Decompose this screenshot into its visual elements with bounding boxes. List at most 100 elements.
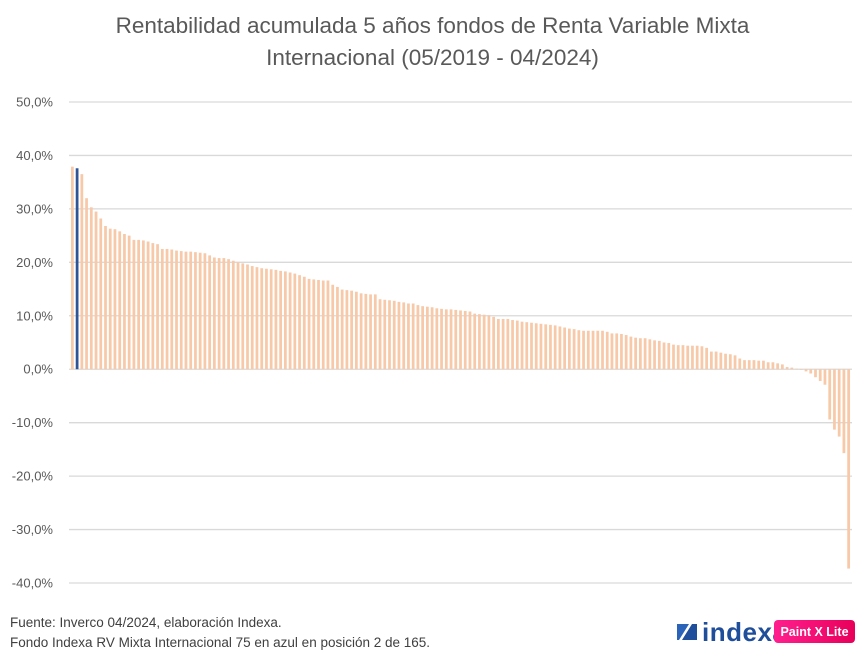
bar — [317, 279, 320, 370]
bar — [108, 228, 112, 370]
bar — [260, 268, 264, 370]
bar — [809, 369, 813, 374]
bar — [165, 248, 169, 370]
bar — [364, 293, 368, 370]
bar — [212, 257, 216, 370]
bar — [369, 294, 372, 370]
bar — [198, 252, 202, 370]
bar — [771, 362, 775, 370]
bar — [459, 310, 462, 370]
bar — [151, 243, 155, 370]
bar — [359, 293, 363, 370]
bar — [463, 310, 467, 370]
bar — [728, 354, 732, 370]
y-tick-label: 0,0% — [23, 362, 53, 377]
bar — [814, 369, 817, 378]
bar — [265, 268, 268, 370]
bar — [534, 323, 538, 370]
bar — [454, 309, 458, 370]
indexa-logo: indexa — [676, 617, 787, 647]
bar — [118, 231, 122, 370]
bar — [231, 260, 235, 370]
bar — [411, 303, 415, 370]
bar — [847, 369, 851, 569]
bar — [620, 333, 623, 370]
bar — [421, 306, 425, 370]
bar — [383, 299, 387, 370]
bar — [203, 253, 207, 370]
bar — [785, 367, 789, 370]
bar — [672, 344, 675, 370]
bar — [605, 331, 609, 370]
bar — [506, 318, 510, 370]
bar — [482, 314, 486, 370]
bar — [274, 269, 278, 370]
indexa-slash-icon — [677, 624, 697, 640]
bar — [657, 340, 661, 370]
y-tick-label: 50,0% — [16, 95, 53, 110]
bar — [113, 229, 117, 370]
bar — [572, 329, 576, 370]
bar — [520, 321, 524, 370]
bar — [567, 328, 571, 370]
bar — [298, 275, 301, 370]
logo-text: indexa — [702, 616, 788, 647]
bar — [691, 345, 694, 370]
bar — [799, 369, 803, 370]
bar — [747, 360, 751, 370]
bars — [70, 166, 851, 569]
bar — [279, 270, 283, 370]
y-axis-tick-labels: 50,0% 40,0% 30,0% 20,0% 10,0% 0,0% -10,0% -20,0… — [12, 95, 54, 591]
footer-source: Fuente: Inverco 04/2024, elaboración Ind… — [10, 615, 282, 630]
bar — [582, 330, 585, 370]
bar — [624, 335, 628, 370]
bar — [222, 258, 226, 370]
bar — [99, 218, 103, 370]
bar — [648, 339, 652, 370]
bar — [440, 308, 443, 370]
bar — [123, 234, 126, 370]
bar — [331, 284, 335, 370]
bar — [189, 251, 193, 370]
bar — [643, 338, 647, 370]
bar — [127, 235, 131, 370]
bar — [307, 278, 311, 370]
bar — [70, 166, 74, 370]
bar — [833, 369, 836, 430]
bar — [828, 369, 832, 420]
bar — [326, 280, 330, 370]
bar — [591, 330, 595, 370]
bar — [160, 248, 164, 370]
bar — [705, 347, 709, 370]
bar — [762, 360, 765, 370]
bar — [700, 346, 704, 370]
bar — [255, 267, 259, 370]
bar — [146, 241, 150, 370]
y-tick-label: -20,0% — [12, 469, 54, 484]
bar — [487, 315, 491, 370]
bar — [757, 360, 761, 370]
bar — [615, 333, 619, 370]
y-tick-label: -10,0% — [12, 415, 54, 430]
bar — [511, 320, 514, 370]
bar — [354, 291, 358, 370]
bar — [392, 300, 396, 370]
bar-highlighted — [75, 168, 79, 370]
bar — [818, 369, 822, 381]
y-tick-label: 20,0% — [16, 255, 53, 270]
y-tick-label: -40,0% — [12, 576, 54, 591]
bar — [288, 272, 292, 370]
bar — [695, 345, 699, 370]
bar — [236, 262, 240, 370]
bar — [293, 273, 297, 370]
bar — [676, 345, 680, 370]
y-tick-label: -30,0% — [12, 522, 54, 537]
bar — [610, 333, 614, 370]
footer-note: Fondo Indexa RV Mixta Internacional 75 e… — [10, 635, 431, 650]
bar — [132, 239, 136, 370]
bar — [444, 309, 448, 370]
bar — [80, 174, 84, 370]
bar — [430, 307, 434, 370]
bar — [496, 318, 500, 370]
bar — [719, 352, 723, 370]
